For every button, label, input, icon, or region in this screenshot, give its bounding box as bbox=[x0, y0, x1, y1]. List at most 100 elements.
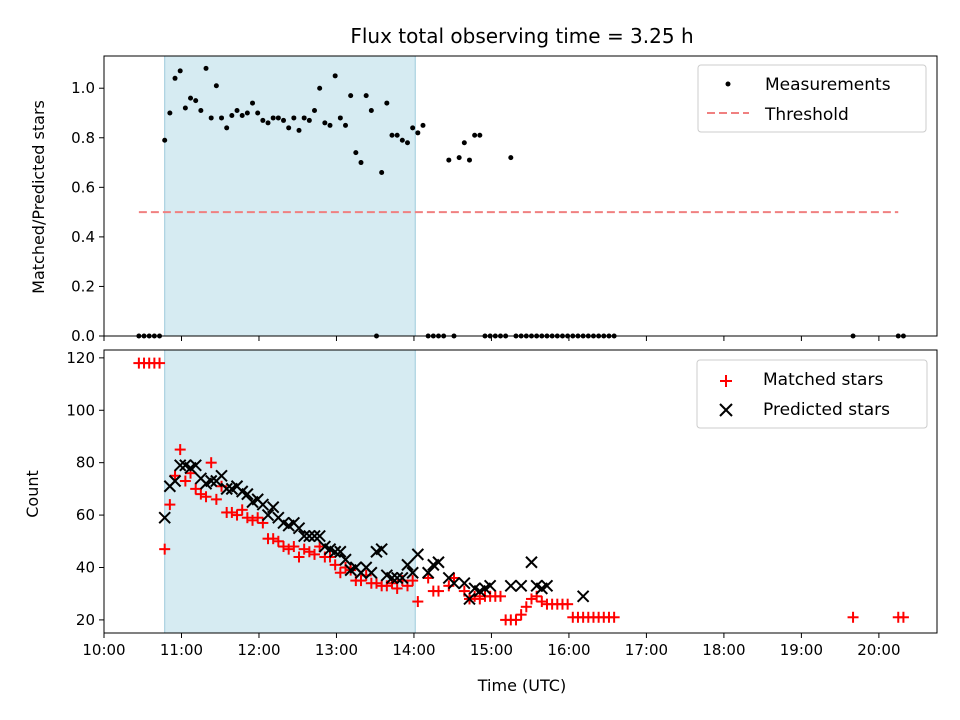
matched-star-point bbox=[422, 572, 434, 584]
measurement-point bbox=[332, 73, 338, 79]
legend-marker-predicted-stars bbox=[719, 403, 733, 417]
measurement-point bbox=[477, 132, 483, 138]
measurement-point bbox=[358, 160, 364, 166]
measurement-point bbox=[317, 85, 323, 91]
measurement-point bbox=[255, 110, 261, 116]
measurement-point bbox=[213, 83, 219, 89]
measurement-point bbox=[456, 155, 462, 161]
top-ytick-label-0.4: 0.4 bbox=[71, 228, 95, 246]
measurement-point bbox=[389, 132, 395, 138]
measurement-point bbox=[472, 132, 478, 138]
matched-star-point bbox=[355, 575, 367, 587]
matched-star-point bbox=[231, 509, 243, 521]
measurement-point bbox=[203, 65, 209, 71]
measurement-point bbox=[296, 127, 302, 133]
matched-star-point bbox=[210, 493, 222, 505]
predicted-star-point bbox=[308, 529, 321, 543]
matched-star-point bbox=[169, 470, 181, 482]
bottom-ytick-label-60: 60 bbox=[76, 506, 95, 524]
measurement-point bbox=[312, 108, 318, 114]
matched-star-point bbox=[562, 598, 574, 610]
top-y-axis-label: Matched/Predicted stars bbox=[29, 100, 48, 294]
legend-label-matched-stars: Matched stars bbox=[763, 370, 883, 390]
measurement-point bbox=[270, 115, 276, 121]
predicted-star-point bbox=[483, 579, 497, 593]
top-shaded-span bbox=[164, 55, 416, 337]
legend-label-predicted-stars: Predicted stars bbox=[763, 400, 890, 420]
shaded-span-bottom bbox=[164, 349, 416, 634]
predicted-star-point bbox=[390, 571, 404, 585]
predicted-star-point bbox=[303, 529, 316, 543]
measurement-point bbox=[343, 122, 349, 128]
measurement-point bbox=[410, 125, 416, 131]
matched-star-point bbox=[515, 609, 527, 621]
bottom-ytick-label-20: 20 bbox=[76, 611, 95, 629]
measurement-point bbox=[404, 140, 410, 146]
matched-star-point bbox=[195, 488, 207, 500]
predicted-star-point bbox=[292, 521, 306, 535]
legend-marker-measurements bbox=[725, 81, 731, 87]
matched-star-point bbox=[314, 541, 326, 553]
measurement-point bbox=[394, 132, 400, 138]
measurement-point bbox=[229, 112, 235, 118]
measurement-point bbox=[208, 115, 214, 121]
predicted-star-point bbox=[385, 571, 399, 585]
matched-star-point bbox=[897, 611, 909, 623]
x-tick-label-1700: 17:00 bbox=[625, 641, 668, 659]
measurement-point bbox=[167, 110, 173, 116]
predicted-star-point bbox=[220, 482, 233, 496]
measurement-point bbox=[306, 117, 312, 123]
matched-star-point bbox=[536, 596, 548, 608]
shaded-span-top bbox=[164, 55, 416, 337]
measurement-point bbox=[265, 120, 271, 126]
predicted-star-point bbox=[241, 487, 254, 501]
predicted-star-point bbox=[189, 459, 202, 472]
predicted-star-point bbox=[266, 501, 280, 514]
matched-star-point bbox=[525, 593, 537, 605]
matched-star-point bbox=[329, 559, 341, 571]
matched-star-point bbox=[391, 582, 403, 594]
top-ytick-label-0.6: 0.6 bbox=[71, 178, 95, 196]
matched-star-point bbox=[241, 512, 253, 524]
predicted-star-point bbox=[297, 529, 311, 543]
matched-star-point bbox=[190, 483, 202, 495]
legend-label-measurements: Measurements bbox=[765, 75, 891, 95]
measurement-point bbox=[368, 108, 374, 114]
matched-star-point bbox=[272, 535, 284, 547]
matched-star-point bbox=[309, 548, 321, 560]
bottom-ytick-label-100: 100 bbox=[66, 401, 95, 419]
measurement-point bbox=[260, 117, 266, 123]
predicted-star-point bbox=[463, 592, 476, 606]
matched-star-point bbox=[247, 514, 259, 526]
top-panel: 0.0 0.2 0.4 0.6 0.8 1.0 Matched/Predicted sta… bbox=[29, 55, 938, 345]
matched-star-point bbox=[432, 585, 444, 597]
bottom-legend: Matched stars Predicted stars bbox=[696, 359, 928, 429]
predicted-star-point bbox=[215, 469, 228, 482]
matched-star-point bbox=[200, 491, 212, 503]
matched-star-point bbox=[334, 567, 346, 579]
measurement-point bbox=[198, 108, 204, 114]
predicted-star-point bbox=[504, 579, 518, 593]
top-ytick-label-1.0: 1.0 bbox=[71, 79, 95, 97]
measurement-point bbox=[188, 95, 194, 101]
matched-star-point bbox=[288, 541, 300, 553]
x-tick-label-1500: 15:00 bbox=[470, 641, 513, 659]
predicted-star-point bbox=[158, 511, 171, 524]
matched-star-point bbox=[283, 543, 295, 555]
measurement-point bbox=[239, 112, 245, 118]
bottom-ytick-label-40: 40 bbox=[76, 558, 95, 576]
bottom-x-axis: 10:00 11:00 12:00 13:00 14:00 15:00 16:00 17:00… bbox=[82, 633, 901, 659]
matched-star-point bbox=[448, 572, 460, 584]
x-tick-label-1000: 10:00 bbox=[82, 641, 125, 659]
x-tick-label-1800: 18:00 bbox=[702, 641, 745, 659]
x-tick-label-1100: 11:00 bbox=[160, 641, 203, 659]
measurement-point bbox=[466, 157, 472, 163]
predicted-star-point bbox=[396, 571, 409, 585]
measurement-point bbox=[301, 115, 307, 121]
top-legend-frame bbox=[697, 64, 927, 133]
measurement-point bbox=[415, 130, 421, 136]
matched-star-point bbox=[520, 601, 532, 613]
predicted-star-point bbox=[365, 566, 378, 579]
measurement-point bbox=[219, 115, 225, 121]
